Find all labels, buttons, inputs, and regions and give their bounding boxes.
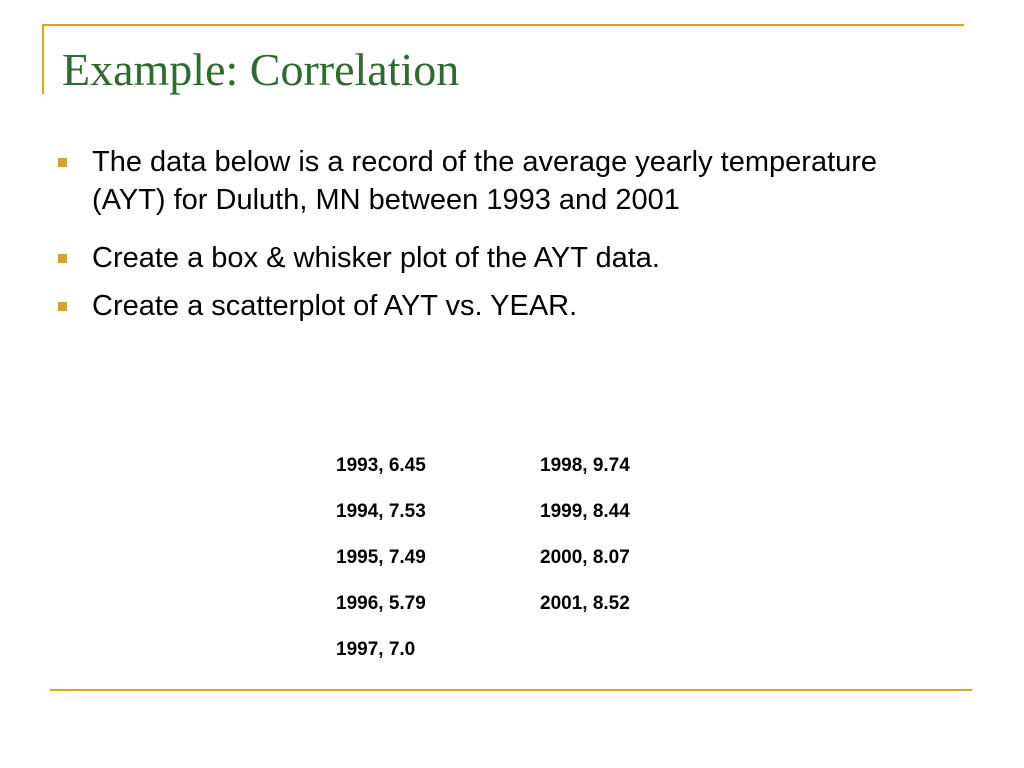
bullet-text: Create a box & whisker plot of the AYT d… <box>92 242 660 274</box>
left-border-line <box>42 24 44 94</box>
bullet-text: The data below is a record of the averag… <box>92 146 878 216</box>
square-bullet-icon <box>58 158 67 167</box>
data-entry: 1994, 7.53 <box>336 501 426 522</box>
data-entry: 1997, 7.0 <box>336 639 416 660</box>
bullet-item-description: The data below is a record of the averag… <box>56 143 916 219</box>
empty-cell <box>540 637 680 683</box>
bottom-border-line <box>50 689 972 691</box>
slide-title: Example: Correlation <box>62 44 460 95</box>
bullet-item-scatterplot: Create a scatterplot of AYT vs. YEAR. <box>56 287 916 325</box>
data-entry: 2001, 8.52 <box>540 593 630 614</box>
data-entry: 1993, 6.45 <box>336 455 426 476</box>
square-bullet-icon <box>58 302 67 311</box>
bullet-text: Create a scatterplot of AYT vs. YEAR. <box>92 290 578 322</box>
data-entry: 1996, 5.79 <box>336 593 426 614</box>
bullet-list: The data below is a record of the averag… <box>56 143 916 325</box>
data-entry: 1995, 7.49 <box>336 547 426 568</box>
temperature-data-table: 1993, 6.45 1998, 9.74 1994, 7.53 1999, 8… <box>336 453 680 683</box>
data-entry: 1999, 8.44 <box>540 501 630 522</box>
bullet-item-box-whisker: Create a box & whisker plot of the AYT d… <box>56 239 916 277</box>
square-bullet-icon <box>58 254 67 263</box>
data-entry: 1998, 9.74 <box>540 455 630 476</box>
data-entry: 2000, 8.07 <box>540 547 630 568</box>
top-border-line <box>42 24 964 26</box>
